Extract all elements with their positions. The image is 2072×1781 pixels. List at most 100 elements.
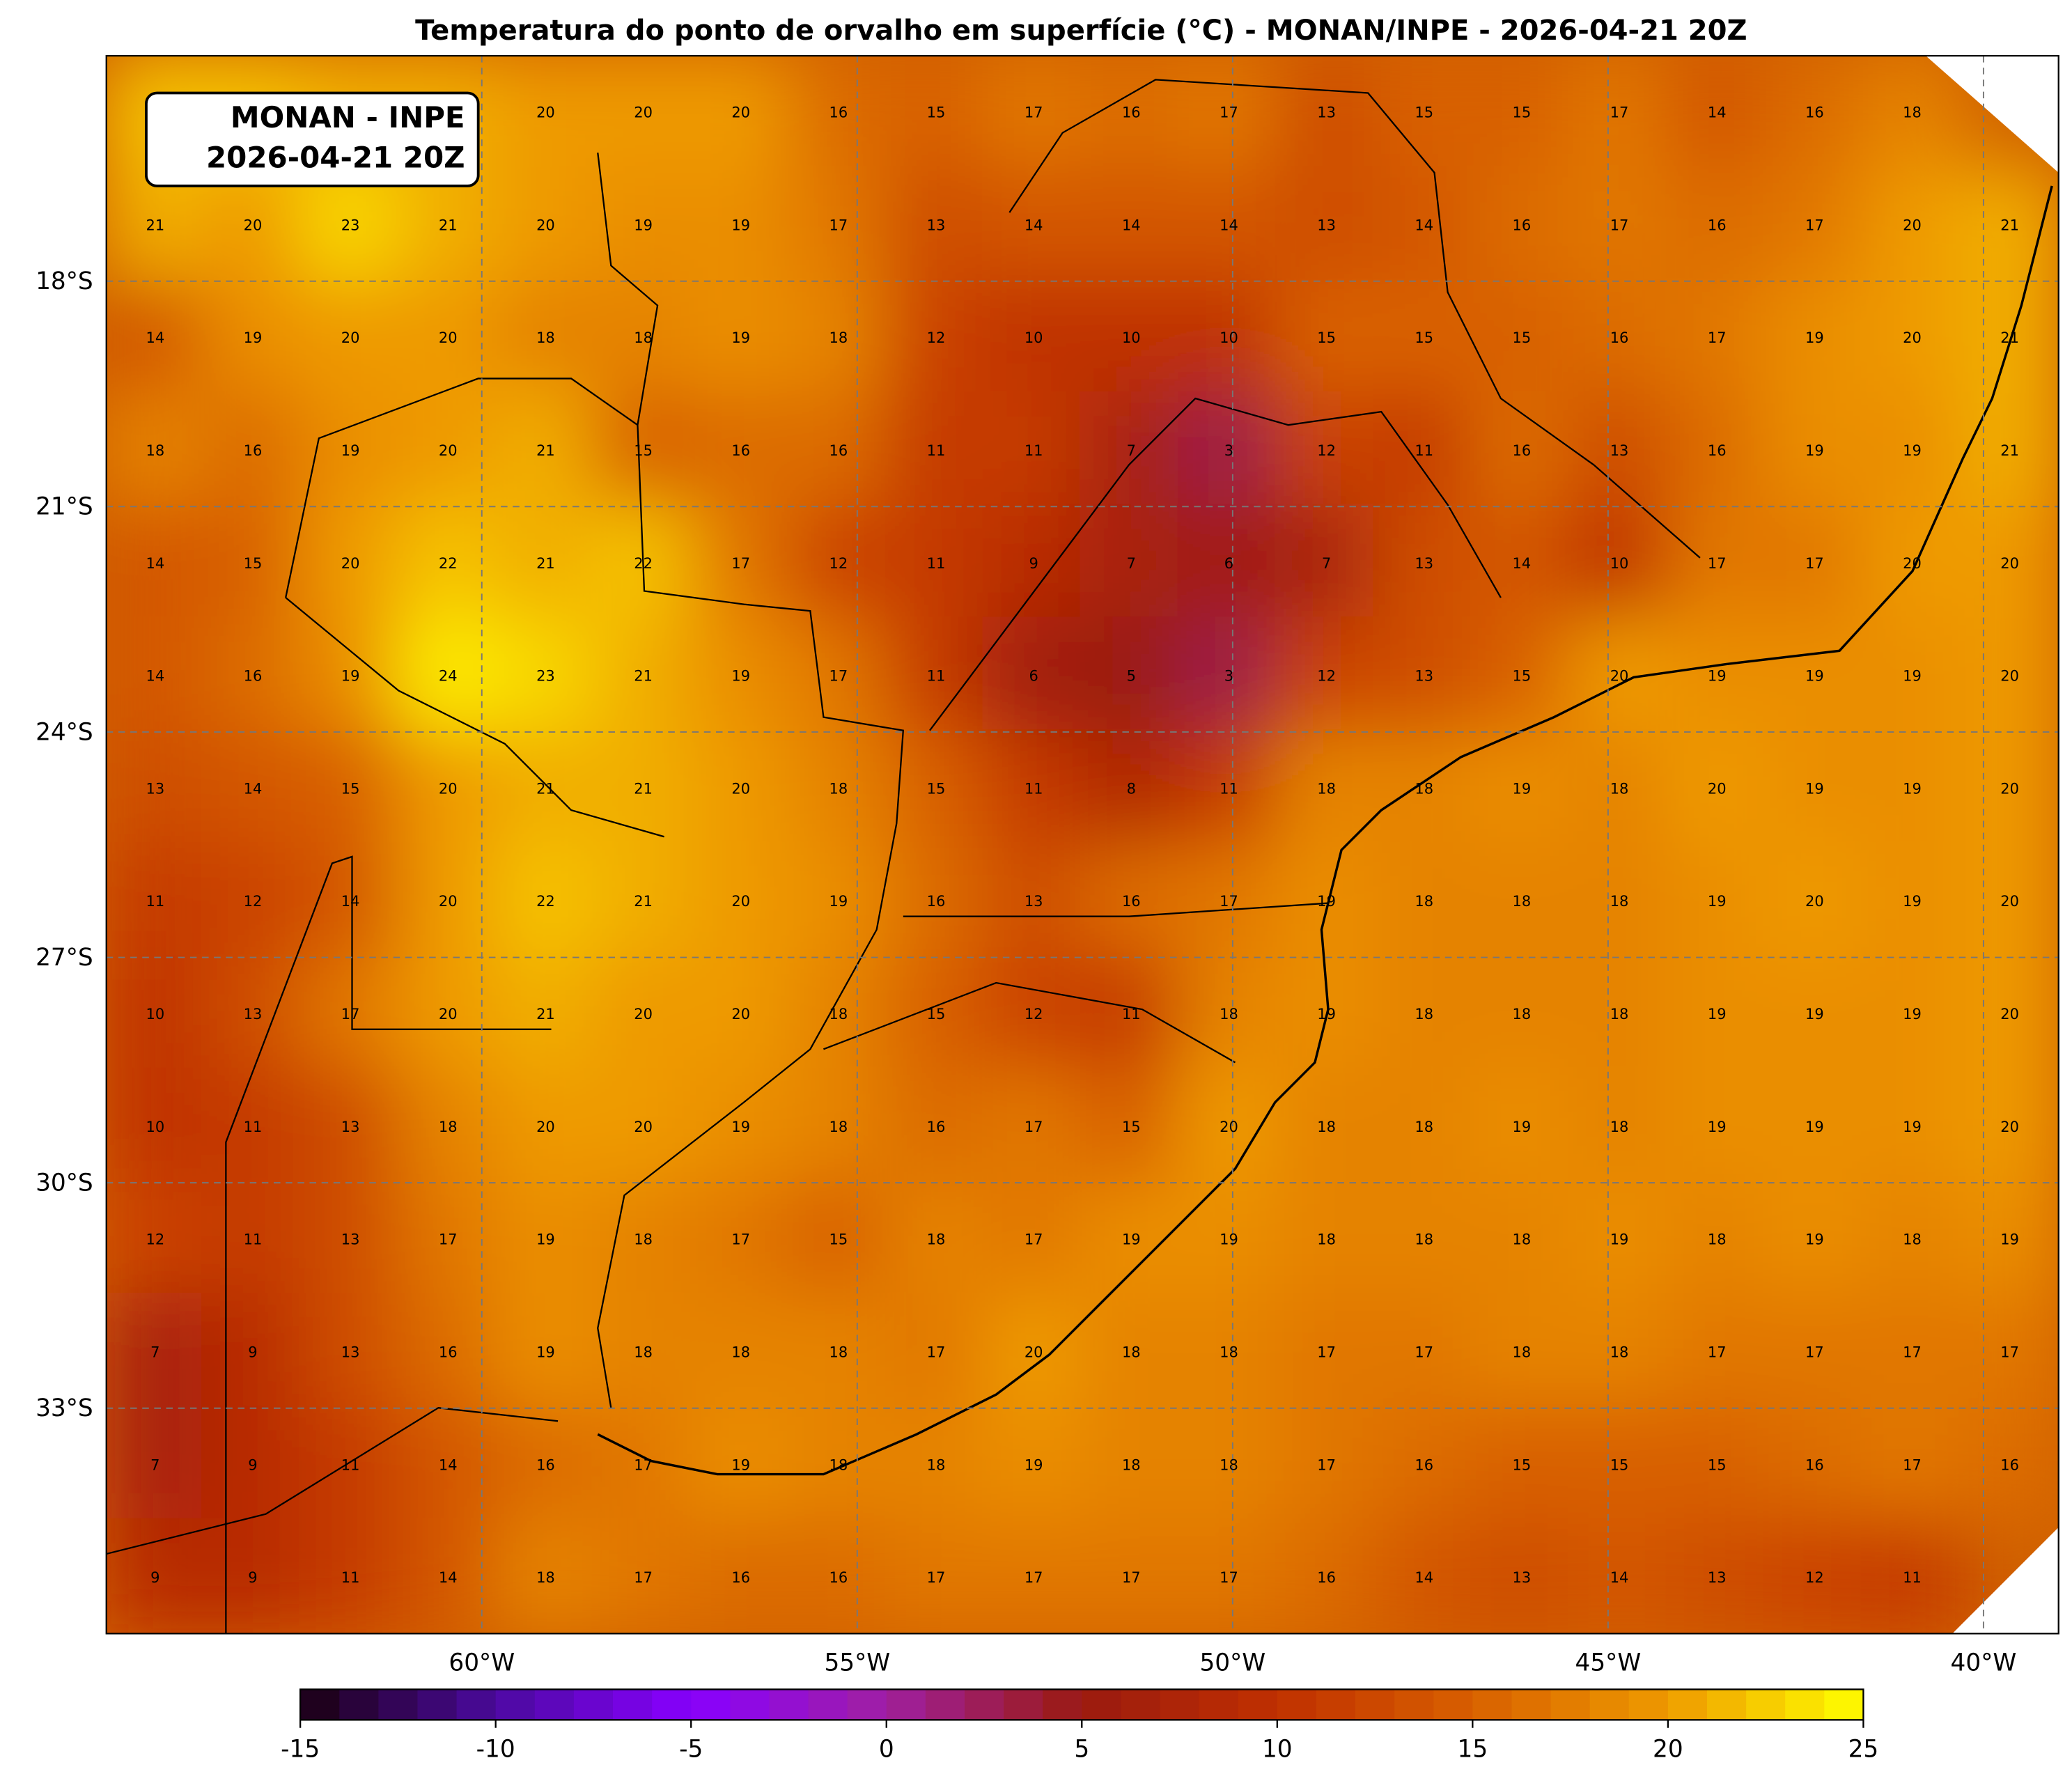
field-cell: [1372, 1518, 1476, 1634]
value-label: 20: [731, 893, 750, 910]
value-label: 6: [1224, 555, 1233, 572]
field-cell: [591, 729, 695, 848]
field-cell: [1080, 1405, 1183, 1524]
value-label: 20: [244, 217, 263, 233]
field-cell: [106, 1518, 207, 1634]
colorbar-swatch: [1746, 1689, 1786, 1720]
value-label: 18: [1220, 1456, 1238, 1473]
value-label: 13: [927, 217, 946, 233]
field-cell: [201, 616, 304, 735]
field-cell: [494, 841, 598, 961]
value-label: 23: [536, 668, 555, 685]
value-label: 17: [927, 1344, 946, 1360]
value-label: 15: [1317, 329, 1336, 346]
field-cell: [1763, 278, 1867, 397]
field-cell: [201, 1180, 304, 1298]
value-label: 14: [1610, 1569, 1629, 1586]
field-cell: [494, 616, 598, 735]
value-label: 17: [1317, 1456, 1336, 1473]
field-cell: [1860, 1518, 1964, 1634]
field-cell: [1665, 729, 1769, 848]
field-cell: [1080, 616, 1183, 735]
field-cell: [786, 1405, 890, 1524]
value-label: 21: [634, 668, 653, 685]
value-label: 9: [248, 1344, 257, 1360]
value-label: 15: [341, 780, 360, 797]
field-cell: [786, 1293, 890, 1411]
value-label: 17: [927, 1569, 946, 1586]
title: Temperatura do ponto de orvalho em super…: [415, 15, 1747, 47]
value-label: 11: [927, 442, 946, 459]
field-cell: [1177, 504, 1281, 622]
colorbar-swatch: [1277, 1689, 1317, 1720]
value-label: 18: [927, 1456, 946, 1473]
field-cell: [689, 56, 793, 171]
field-cell: [201, 1405, 304, 1524]
value-label: 20: [2000, 893, 2019, 910]
value-label: 16: [1317, 1569, 1336, 1586]
colorbar-tick-label: 5: [1074, 1736, 1089, 1764]
colorbar-swatch: [691, 1689, 731, 1720]
field-cell: [1568, 1518, 1671, 1634]
value-label: 17: [1317, 1344, 1336, 1360]
colorbar-swatch: [612, 1689, 653, 1720]
field-cell: [1763, 841, 1867, 961]
value-label: 10: [146, 1006, 164, 1022]
value-label: 5: [1127, 668, 1136, 685]
field-cell: [201, 391, 304, 510]
x-tick-label: 60°W: [449, 1649, 515, 1677]
colorbar-swatch: [495, 1689, 536, 1720]
field-cell: [982, 56, 1086, 171]
value-label: 19: [1708, 668, 1727, 685]
value-label: 8: [1127, 780, 1136, 797]
value-label: 18: [1708, 1231, 1727, 1248]
field-cell: [1470, 841, 1573, 961]
field-cell: [1763, 729, 1867, 848]
field-cell: [1860, 504, 1964, 622]
field-cell: [982, 1180, 1086, 1298]
value-label: 14: [146, 555, 164, 572]
value-label: 18: [1415, 780, 1433, 797]
value-label: 15: [1513, 1456, 1532, 1473]
value-label: 17: [634, 1569, 653, 1586]
field-cell: [1763, 1518, 1867, 1634]
value-label: 19: [731, 1456, 750, 1473]
value-label: 13: [1415, 555, 1433, 572]
value-label: 11: [341, 1569, 360, 1586]
value-label: 18: [1610, 1006, 1629, 1022]
field-cell: [1860, 1405, 1964, 1524]
value-label: 19: [829, 893, 848, 910]
value-label: 19: [1513, 780, 1532, 797]
colorbar-swatch: [534, 1689, 575, 1720]
value-label: 19: [1903, 780, 1922, 797]
value-label: 17: [1025, 1569, 1043, 1586]
colorbar-swatch: [652, 1689, 692, 1720]
x-tick-label: 55°W: [824, 1649, 890, 1677]
field-cell: [494, 391, 598, 510]
value-label: 16: [244, 668, 263, 685]
field-cell: [106, 1180, 207, 1298]
value-label: 15: [1513, 329, 1532, 346]
field-cell: [106, 954, 207, 1073]
value-label: 19: [1610, 1231, 1629, 1248]
field-cell: [201, 278, 304, 397]
colorbar-swatch: [417, 1689, 458, 1720]
field-cell: [1080, 504, 1183, 622]
field-cell: [1958, 1293, 2059, 1411]
field-cell: [1860, 1067, 1964, 1185]
value-label: 7: [1127, 442, 1136, 459]
field-cell: [1568, 1180, 1671, 1298]
value-label: 14: [1025, 217, 1043, 233]
field-cell: [1177, 1293, 1281, 1411]
field-cell: [885, 166, 988, 284]
field-cell: [786, 1180, 890, 1298]
value-label: 7: [1127, 555, 1136, 572]
value-label: 15: [1513, 668, 1532, 685]
value-label: 20: [1220, 1119, 1238, 1135]
value-label: 18: [1513, 893, 1532, 910]
field-cell: [591, 56, 695, 171]
field-cell: [1470, 1293, 1573, 1411]
field-cell: [1860, 391, 1964, 510]
value-label: 18: [829, 1456, 848, 1473]
value-label: 19: [1708, 893, 1727, 910]
